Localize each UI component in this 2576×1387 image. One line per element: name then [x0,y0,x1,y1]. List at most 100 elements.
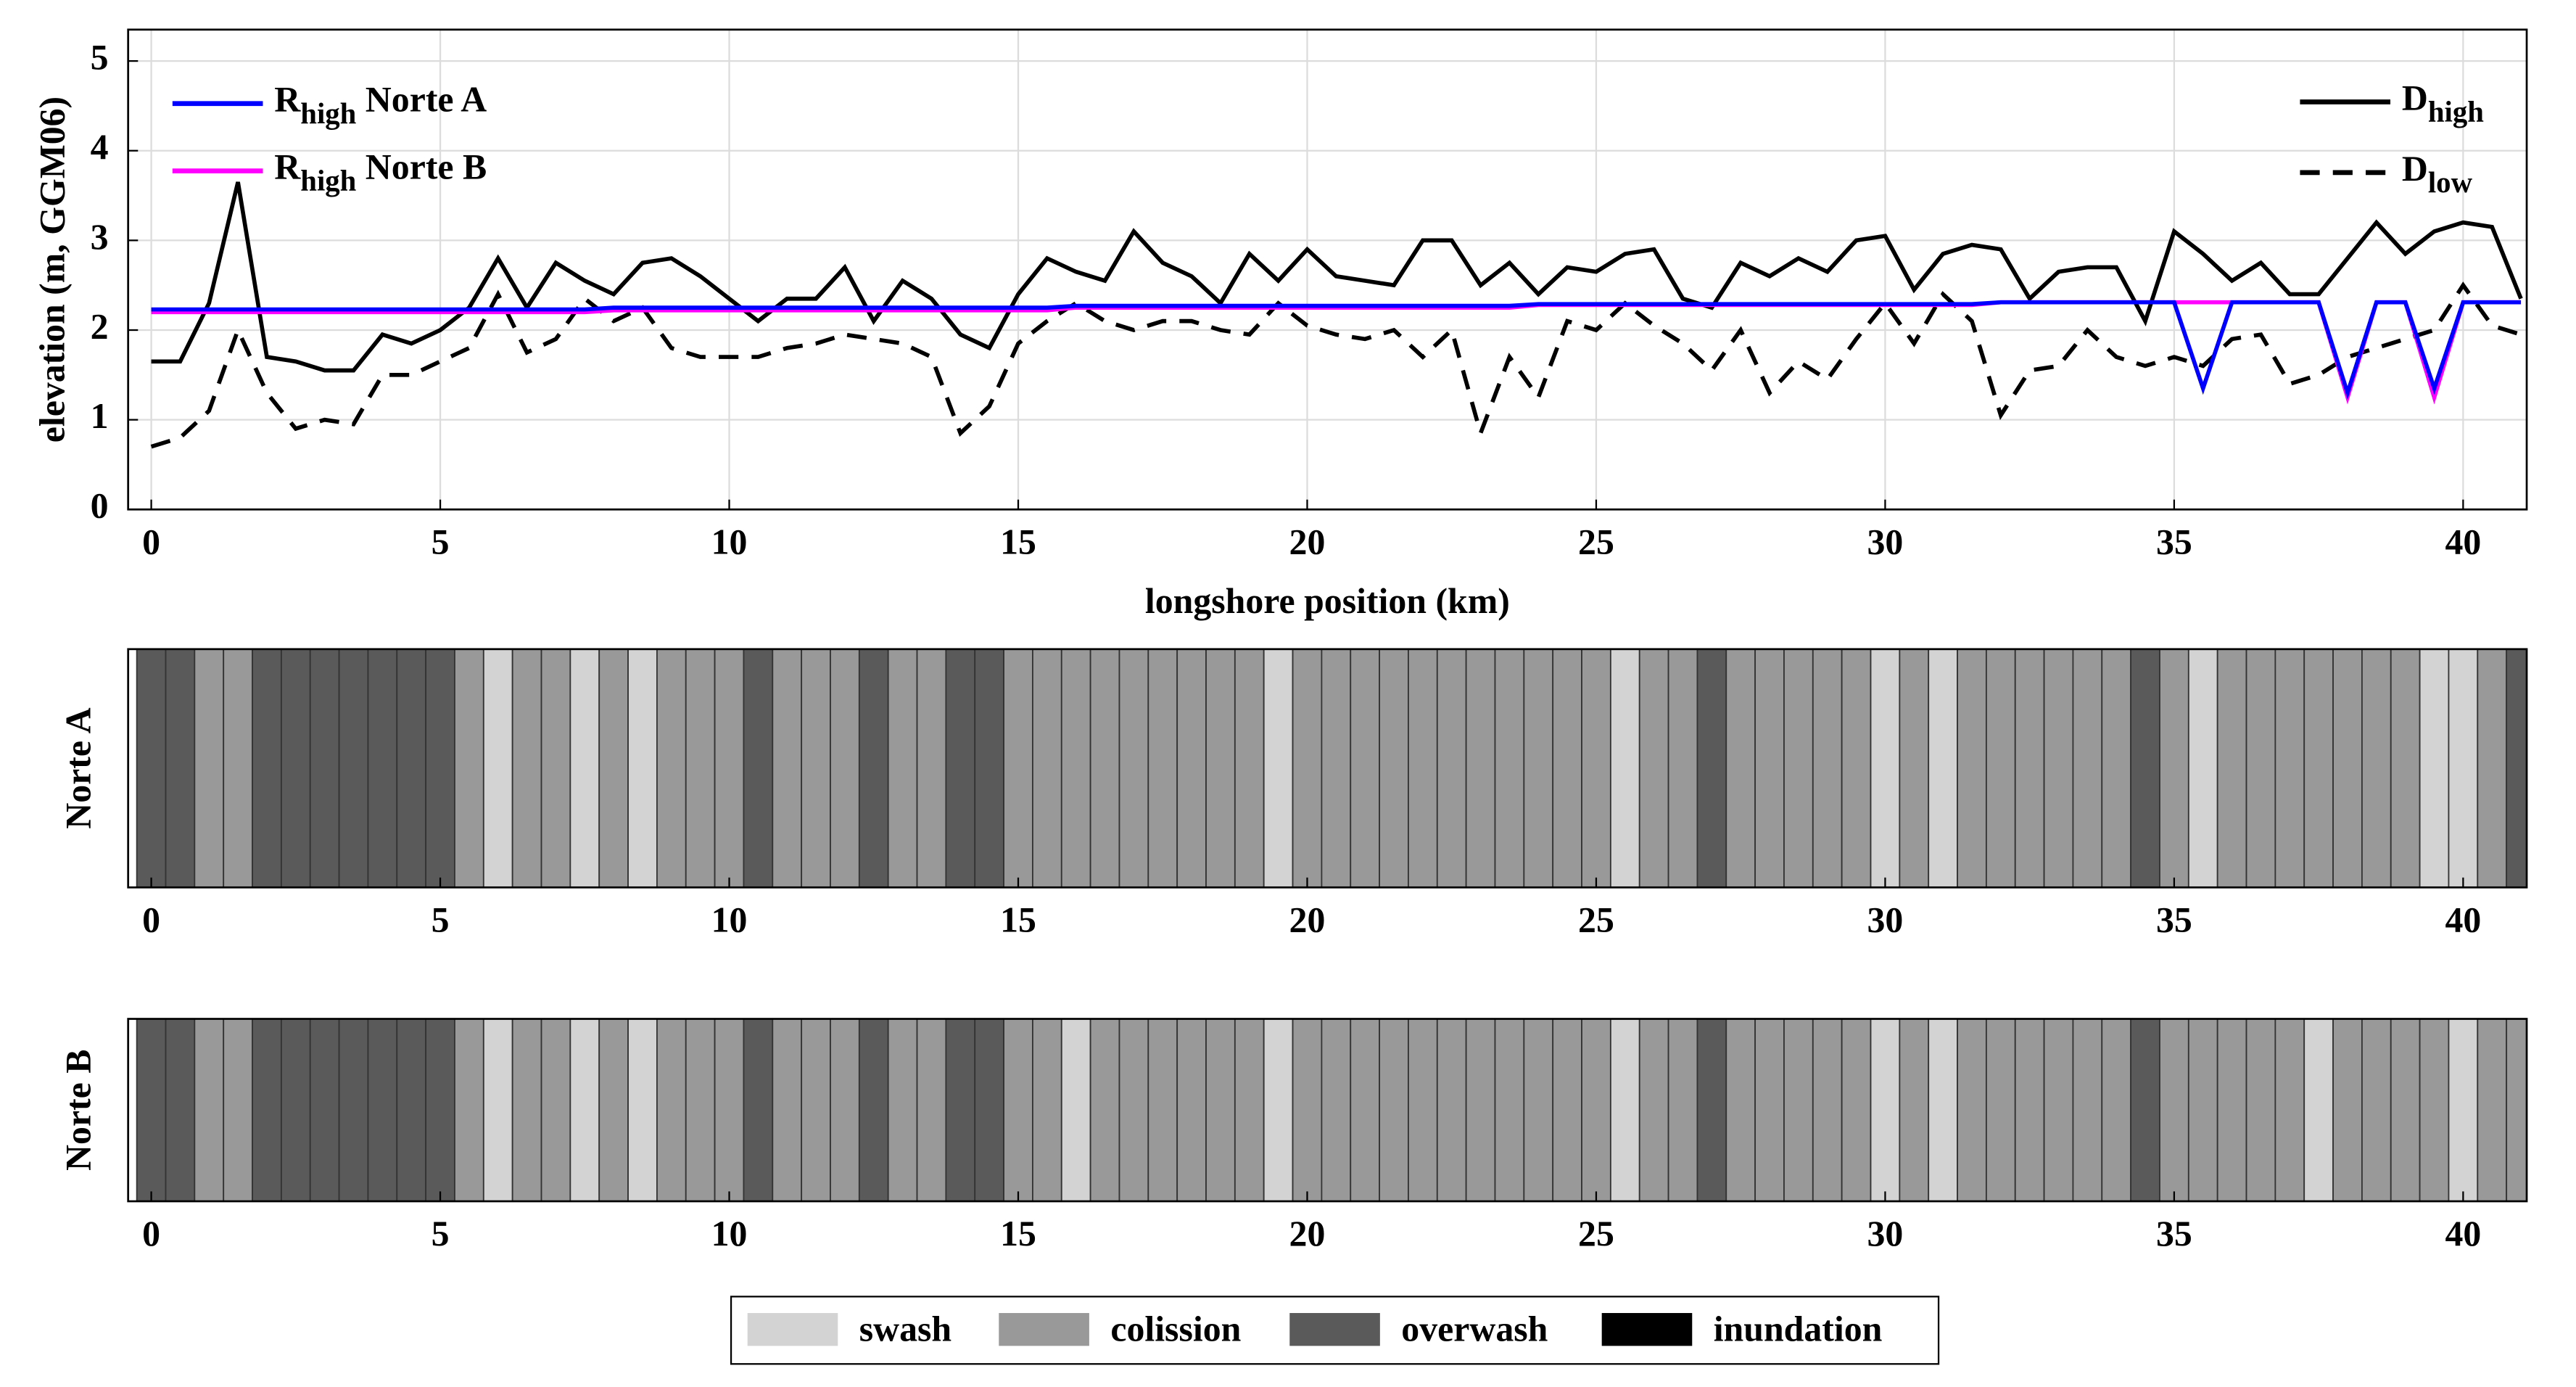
regime-bar [887,648,918,889]
regime-bar [252,648,282,889]
regime-bar [2159,648,2189,889]
regime-bar [1379,1018,1409,1202]
legend-rest: Norte B [356,147,487,187]
regime-bar [396,1018,427,1202]
regime-bar [830,1018,860,1202]
x-tick-label: 40 [2445,522,2481,562]
regime-bar [1292,648,1323,889]
x-tick-label: 0 [142,900,160,940]
legend-label: Rhigh Norte B [274,147,487,197]
regime-bar [1581,1018,1611,1202]
regime-legend-swatch [747,1313,838,1346]
regime-bar [1609,648,1640,889]
regime-bar [1436,648,1467,889]
regime-bar [136,648,167,889]
regime-bar [1176,1018,1207,1202]
x-tick-label: 35 [2156,522,2192,562]
x-tick-label: 25 [1578,900,1614,940]
regime-bar [1321,1018,1352,1202]
regime-bar [743,1018,774,1202]
regime-bar [1870,648,1901,889]
regime-bar [338,1018,369,1202]
regime-bar [511,648,542,889]
regime-bar [1552,1018,1582,1202]
regime-bar [2187,1018,2218,1202]
y-tick-label: 5 [91,38,109,78]
regime-bar [1638,648,1669,889]
y-tick-label: 4 [91,127,109,167]
regime-bar [2332,648,2363,889]
x-tick-label: 40 [2445,900,2481,940]
x-tick-label: 0 [142,1214,160,1254]
regime-bar [1494,1018,1525,1202]
regime-bar [1928,648,1958,889]
y-tick-label: 3 [91,217,109,257]
legend-label: Dhigh [2402,78,2484,128]
regime-bar [1899,648,1930,889]
regime-bar [2101,648,2132,889]
regime-bar [2303,648,2334,889]
regime-legend-swatch [999,1313,1089,1346]
regime-bar [916,1018,947,1202]
regime-bar [1032,648,1062,889]
x-tick-label: 5 [432,522,450,562]
regime-bar [1667,648,1698,889]
regime-bar [2043,1018,2074,1202]
x-tick-label: 10 [711,1214,748,1254]
regime-bar [1783,1018,1814,1202]
regime-bar [2506,648,2527,889]
regime-bar [945,1018,976,1202]
regime-bar [1783,648,1814,889]
regime-bar [858,1018,889,1202]
regime-bar [916,648,947,889]
regime-bar [165,648,196,889]
regime-bar [685,648,716,889]
series-line [151,300,2522,400]
regime-bar [1060,1018,1091,1202]
regime-bar [1725,1018,1756,1202]
regime-bar [482,648,513,889]
x-tick-label: 5 [432,900,450,940]
regime-bar [858,648,889,889]
regime-bar [2130,648,2160,889]
regime-bar [945,648,976,889]
x-tick-label: 20 [1289,1214,1326,1254]
regime-bar [1667,1018,1698,1202]
regime-bar [1350,648,1380,889]
regime-bar [2014,1018,2045,1202]
regime-bar [1321,648,1352,889]
regime-bar [1379,648,1409,889]
regime-bar [2274,648,2305,889]
regime-bar [2072,1018,2103,1202]
regime-bar [2014,648,2045,889]
regime-bar [1465,1018,1496,1202]
regime-legend-swatch [1289,1313,1380,1346]
x-tick-label: 30 [1867,900,1904,940]
regime-bar [540,1018,571,1202]
x-tick-label: 10 [711,900,748,940]
regime-bar [1147,648,1178,889]
regime-bar [1060,648,1091,889]
regime-bar [801,1018,831,1202]
plot-frame [127,28,2528,511]
regime-bar [1841,648,1872,889]
x-axis-label: longshore position (km) [1145,581,1510,621]
regime-bar [1523,1018,1554,1202]
regime-bar [1841,1018,1872,1202]
regime-bar [2448,648,2479,889]
regime-bar [2390,1018,2421,1202]
regime-bar [1928,1018,1958,1202]
regime-bar [367,648,398,889]
x-tick-label: 40 [2445,1214,2481,1254]
legend-sub: high [300,97,356,130]
regime-bar [252,1018,282,1202]
regime-bar [2361,1018,2392,1202]
x-tick-label: 5 [432,1214,450,1254]
regime-bar [627,1018,658,1202]
regime-bar [743,648,774,889]
regime-bar [1957,648,1987,889]
regime-bar [627,648,658,889]
legend-sub: low [2428,166,2473,199]
legend-rest: Norte A [356,80,487,120]
